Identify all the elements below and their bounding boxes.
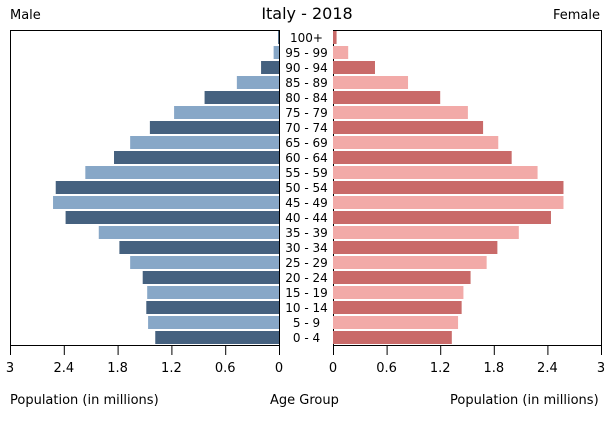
right-axis-label: Population (in millions)	[450, 393, 599, 408]
male-bar	[119, 241, 279, 254]
age-group-tick-label: 90 - 94	[285, 61, 328, 75]
female-axis-tick-label: 0	[329, 361, 337, 376]
female-bar	[333, 166, 538, 179]
age-group-tick-label: 70 - 74	[285, 121, 328, 135]
male-bar	[273, 46, 279, 59]
male-bar	[149, 121, 279, 134]
female-axis-tick-label: 0.6	[376, 361, 397, 376]
female-axis-tick-label: 1.2	[430, 361, 451, 376]
age-group-tick-label: 0 - 4	[293, 331, 320, 345]
age-group-tick-label: 40 - 44	[285, 211, 328, 225]
age-group-tick-label: 85 - 89	[285, 76, 328, 90]
male-bar	[155, 331, 279, 344]
female-bar	[333, 226, 519, 239]
female-bar	[333, 106, 468, 119]
male-bar	[236, 76, 279, 89]
male-bar	[98, 226, 280, 239]
male-bar	[130, 256, 279, 269]
male-bar	[261, 61, 279, 74]
female-bar	[333, 61, 375, 74]
male-bar	[65, 211, 280, 224]
age-group-tick-label: 80 - 84	[285, 91, 328, 105]
female-bar	[333, 301, 462, 314]
male-axis-tick-label: 0	[275, 361, 283, 376]
female-label: Female	[552, 8, 600, 23]
age-group-tick-label: 30 - 34	[285, 241, 328, 255]
male-axis-tick-label: 1.8	[107, 361, 128, 376]
female-axis-tick-label: 1.8	[483, 361, 504, 376]
male-bar	[146, 301, 279, 314]
age-group-tick-label: 100+	[290, 31, 323, 45]
male-bar	[85, 166, 279, 179]
age-group-tick-label: 35 - 39	[285, 226, 328, 240]
age-group-tick-label: 95 - 99	[285, 46, 328, 60]
female-bar	[333, 31, 337, 44]
male-label: Male	[10, 8, 41, 23]
chart-title: Italy - 2018	[261, 4, 353, 23]
female-bar	[333, 256, 487, 269]
female-bar	[333, 211, 551, 224]
female-bar	[333, 316, 459, 329]
age-group-label: Age Group	[270, 393, 339, 408]
age-group-tick-label: 50 - 54	[285, 181, 328, 195]
male-bar	[147, 286, 279, 299]
age-group-tick-label: 5 - 9	[293, 316, 320, 330]
age-group-tick-label: 45 - 49	[285, 196, 328, 210]
male-bar	[55, 181, 280, 194]
age-group-tick-label: 65 - 69	[285, 136, 328, 150]
age-group-tick-label: 20 - 24	[285, 271, 328, 285]
female-bar	[333, 121, 484, 134]
male-bar	[278, 31, 279, 44]
female-axis-tick-label: 2.4	[537, 361, 558, 376]
female-bar	[333, 181, 564, 194]
left-axis-label: Population (in millions)	[10, 393, 159, 408]
male-axis-tick-label: 3	[6, 361, 14, 376]
female-bar	[333, 136, 499, 149]
male-bar	[148, 316, 279, 329]
age-group-tick-label: 25 - 29	[285, 256, 328, 270]
female-bar	[333, 271, 471, 284]
female-bar	[333, 331, 452, 344]
male-axis-tick-label: 0.6	[215, 361, 236, 376]
female-bar	[333, 151, 512, 164]
female-axis-tick-label: 3	[597, 361, 605, 376]
male-axis-tick-label: 1.2	[161, 361, 182, 376]
female-bar	[333, 91, 441, 104]
male-bar	[174, 106, 279, 119]
male-bar	[114, 151, 279, 164]
age-group-tick-label: 55 - 59	[285, 166, 328, 180]
female-bar	[333, 286, 464, 299]
male-bar	[204, 91, 279, 104]
male-plot-frame	[10, 30, 280, 346]
female-bar	[333, 241, 498, 254]
male-bar	[53, 196, 279, 209]
age-group-tick-label: 15 - 19	[285, 286, 328, 300]
age-group-tick-label: 60 - 64	[285, 151, 328, 165]
female-bar	[333, 46, 349, 59]
male-axis-tick-label: 2.4	[53, 361, 74, 376]
male-bar	[142, 271, 279, 284]
female-bar	[333, 76, 409, 89]
female-bar	[333, 196, 564, 209]
age-group-tick-label: 10 - 14	[285, 301, 328, 315]
male-bar	[130, 136, 279, 149]
age-group-tick-label: 75 - 79	[285, 106, 328, 120]
